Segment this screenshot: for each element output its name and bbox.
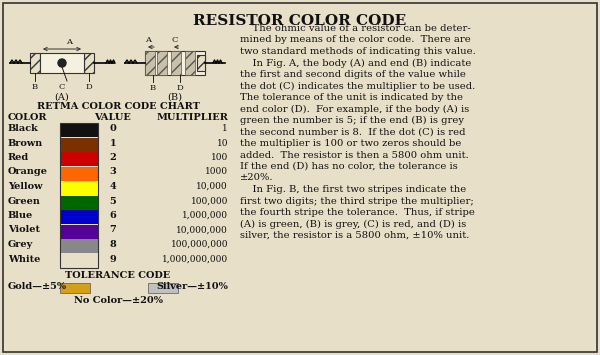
Text: 1000: 1000 [205,168,228,176]
Text: B: B [32,83,38,91]
Text: VALUE: VALUE [95,113,131,122]
Text: 1: 1 [222,124,228,133]
Text: added.  The resistor is then a 5800 ohm unit.: added. The resistor is then a 5800 ohm u… [240,151,469,159]
Text: C: C [59,83,65,91]
Bar [60,152,98,166]
Bar [197,55,205,71]
Text: D: D [176,84,184,92]
Text: If the end (D) has no color, the tolerance is: If the end (D) has no color, the toleran… [240,162,458,171]
Text: first two digits; the third stripe the multiplier;: first two digits; the third stripe the m… [240,197,474,206]
Bar [30,53,40,73]
Text: TOLERANCE CODE: TOLERANCE CODE [65,271,170,280]
Text: Gold—±5%: Gold—±5% [8,282,67,291]
Text: the first and second digits of the value while: the first and second digits of the value… [240,70,466,79]
Text: 1,000,000: 1,000,000 [182,211,228,220]
Text: MULTIPLIER: MULTIPLIER [156,113,228,122]
Bar [157,51,167,75]
Text: 4: 4 [110,182,116,191]
Text: Red: Red [8,153,29,162]
Bar [60,239,98,253]
Bar [145,51,205,75]
Text: mined by means of the color code.  There are: mined by means of the color code. There … [240,36,471,44]
Bar [60,123,98,268]
Text: A: A [66,38,72,46]
Text: Violet: Violet [8,225,40,235]
Text: 9: 9 [110,255,116,263]
Text: two standard methods of indicating this value.: two standard methods of indicating this … [240,47,476,56]
Text: In Fig. B, the first two stripes indicate the: In Fig. B, the first two stripes indicat… [240,185,466,194]
Text: D: D [86,83,92,91]
Text: Green: Green [8,197,41,206]
Bar [40,53,84,73]
Text: 5: 5 [110,197,116,206]
Text: 10: 10 [217,138,228,147]
Circle shape [58,59,66,67]
Text: (B): (B) [167,93,182,102]
Text: 6: 6 [110,211,116,220]
Bar [60,181,98,195]
Text: (A) is green, (B) is grey, (C) is red, and (D) is: (A) is green, (B) is grey, (C) is red, a… [240,219,466,229]
Text: 100,000: 100,000 [191,197,228,206]
Bar [145,51,155,75]
Text: Brown: Brown [8,138,43,147]
Text: Grey: Grey [8,240,33,249]
Bar [60,253,98,268]
Text: Black: Black [8,124,39,133]
Text: The ohmic value of a resistor can be deter-: The ohmic value of a resistor can be det… [240,24,471,33]
Text: No Color—±20%: No Color—±20% [74,296,163,305]
Text: Blue: Blue [8,211,33,220]
Text: Yellow: Yellow [8,182,43,191]
Text: White: White [8,255,40,263]
Bar [171,51,181,75]
Text: end color (D).  For example, if the body (A) is: end color (D). For example, if the body … [240,104,469,114]
Bar [185,51,195,75]
Text: (A): (A) [55,93,70,102]
Bar [60,123,98,137]
Text: Orange: Orange [8,168,48,176]
Text: 100,000,000: 100,000,000 [170,240,228,249]
Text: COLOR: COLOR [8,113,47,122]
Bar [60,283,90,293]
Text: 10,000,000: 10,000,000 [176,225,228,235]
Text: green the number is 5; if the end (B) is grey: green the number is 5; if the end (B) is… [240,116,464,125]
Text: 1,000,000,000: 1,000,000,000 [162,255,228,263]
Text: RESISTOR COLOR CODE: RESISTOR COLOR CODE [193,14,407,28]
Bar [148,283,178,293]
Text: In Fig. A, the body (A) and end (B) indicate: In Fig. A, the body (A) and end (B) indi… [240,59,472,67]
Bar [60,137,98,152]
Text: the multiplier is 100 or two zeros should be: the multiplier is 100 or two zeros shoul… [240,139,461,148]
Text: 1: 1 [110,138,116,147]
Text: the dot (C) indicates the multiplier to be used.: the dot (C) indicates the multiplier to … [240,82,475,91]
Text: silver, the resistor is a 5800 ohm, ±10% unit.: silver, the resistor is a 5800 ohm, ±10%… [240,231,469,240]
Text: 7: 7 [110,225,116,235]
Bar [60,196,98,210]
Bar [84,53,94,73]
Text: RETMA COLOR CODE CHART: RETMA COLOR CODE CHART [37,102,199,111]
Text: C: C [171,36,178,44]
Text: 0: 0 [110,124,116,133]
Text: ±20%.: ±20%. [240,174,274,182]
Bar [60,210,98,224]
Text: 10,000: 10,000 [196,182,228,191]
Text: 100: 100 [211,153,228,162]
Text: B: B [150,84,156,92]
Text: A: A [145,36,151,44]
Bar [60,224,98,239]
Text: Silver—±10%: Silver—±10% [156,282,228,291]
Text: The tolerance of the unit is indicated by the: The tolerance of the unit is indicated b… [240,93,463,102]
Text: 3: 3 [110,168,116,176]
Text: the second number is 8.  If the dot (C) is red: the second number is 8. If the dot (C) i… [240,127,466,137]
Text: 2: 2 [110,153,116,162]
Text: 8: 8 [110,240,116,249]
Bar [60,166,98,181]
Text: the fourth stripe the tolerance.  Thus, if stripe: the fourth stripe the tolerance. Thus, i… [240,208,475,217]
